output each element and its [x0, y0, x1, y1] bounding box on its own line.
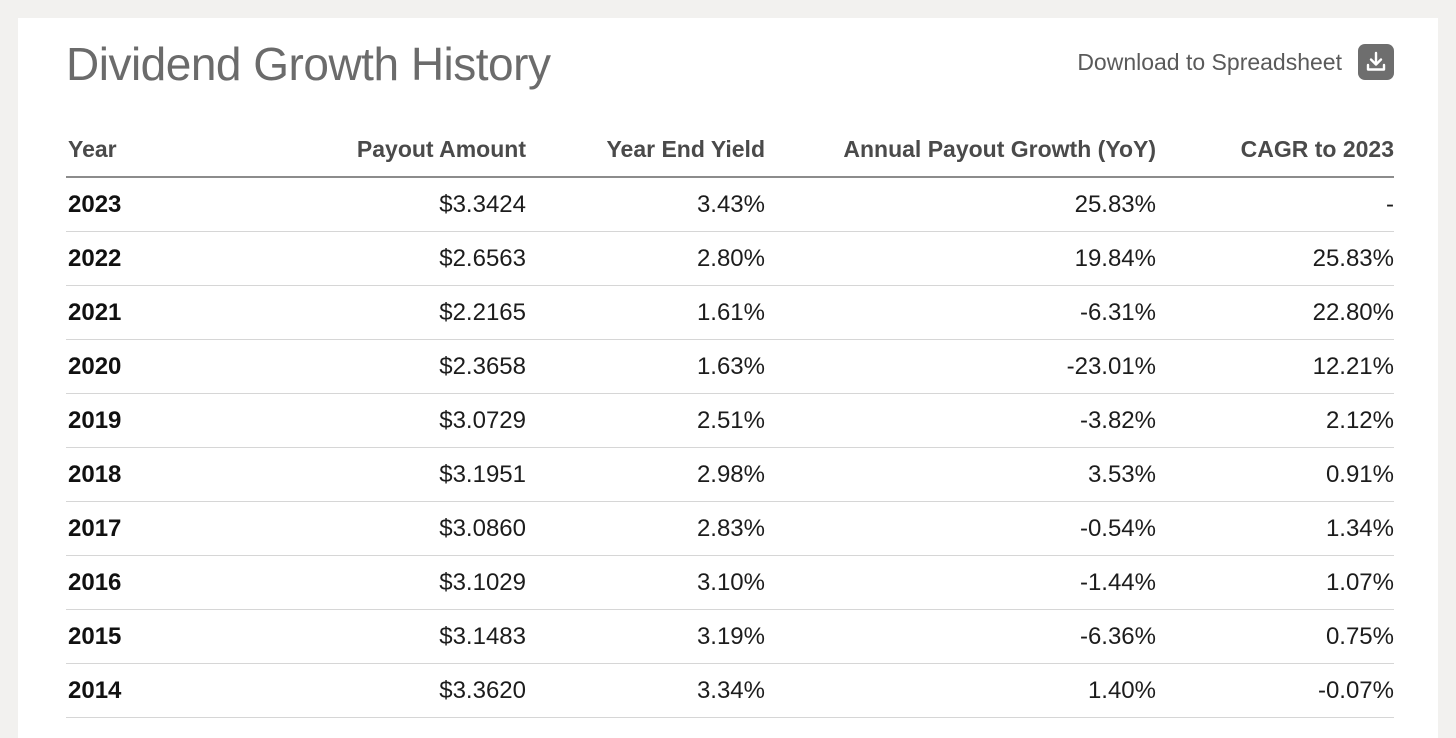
- cell-payout: $2.6563: [246, 231, 526, 286]
- cell-growth: -0.54%: [765, 501, 1156, 556]
- download-spreadsheet-button[interactable]: Download to Spreadsheet: [1077, 44, 1394, 80]
- cell-growth: -6.36%: [765, 609, 1156, 664]
- cell-cagr: 1.34%: [1156, 501, 1394, 556]
- table-row: 2023 $3.3424 3.43% 25.83% -: [66, 177, 1394, 232]
- cell-payout: $2.2165: [246, 285, 526, 340]
- cell-cagr: 12.21%: [1156, 339, 1394, 394]
- cell-yield: 1.63%: [526, 339, 765, 394]
- column-header-cagr[interactable]: CAGR to 2023: [1156, 122, 1394, 178]
- download-icon[interactable]: [1358, 44, 1394, 80]
- column-header-year[interactable]: Year: [66, 122, 246, 178]
- cell-growth: -6.31%: [765, 285, 1156, 340]
- cell-cagr: 2.12%: [1156, 393, 1394, 448]
- cell-growth: -3.82%: [765, 393, 1156, 448]
- cell-cagr: -: [1156, 177, 1394, 232]
- cell-cagr: 25.83%: [1156, 231, 1394, 286]
- cell-payout: $2.3658: [246, 339, 526, 394]
- cell-payout: $3.1483: [246, 609, 526, 664]
- cell-year: 2014: [66, 663, 246, 718]
- cell-cagr: -0.07%: [1156, 663, 1394, 718]
- cell-yield: 2.80%: [526, 231, 765, 286]
- table-row: 2018 $3.1951 2.98% 3.53% 0.91%: [66, 447, 1394, 502]
- column-header-payout[interactable]: Payout Amount: [246, 122, 526, 178]
- column-header-growth[interactable]: Annual Payout Growth (YoY): [765, 122, 1156, 178]
- cell-year: 2023: [66, 177, 246, 232]
- cell-year: 2022: [66, 231, 246, 286]
- cell-growth: -23.01%: [765, 339, 1156, 394]
- table-header-row: Year Payout Amount Year End Yield Annual…: [66, 122, 1394, 178]
- dividend-table: Year Payout Amount Year End Yield Annual…: [66, 122, 1394, 718]
- cell-yield: 3.34%: [526, 663, 765, 718]
- cell-yield: 1.61%: [526, 285, 765, 340]
- dividend-history-card: Dividend Growth History Download to Spre…: [18, 18, 1438, 738]
- cell-growth: 3.53%: [765, 447, 1156, 502]
- cell-payout: $3.3620: [246, 663, 526, 718]
- cell-yield: 2.83%: [526, 501, 765, 556]
- cell-yield: 3.10%: [526, 555, 765, 610]
- cell-cagr: 22.80%: [1156, 285, 1394, 340]
- cell-year: 2021: [66, 285, 246, 340]
- table-row: 2019 $3.0729 2.51% -3.82% 2.12%: [66, 393, 1394, 448]
- column-header-yield[interactable]: Year End Yield: [526, 122, 765, 178]
- cell-yield: 2.98%: [526, 447, 765, 502]
- cell-payout: $3.1951: [246, 447, 526, 502]
- cell-payout: $3.0860: [246, 501, 526, 556]
- cell-payout: $3.0729: [246, 393, 526, 448]
- cell-year: 2015: [66, 609, 246, 664]
- cell-payout: $3.3424: [246, 177, 526, 232]
- cell-growth: 25.83%: [765, 177, 1156, 232]
- table-row: 2017 $3.0860 2.83% -0.54% 1.34%: [66, 501, 1394, 556]
- cell-growth: 19.84%: [765, 231, 1156, 286]
- cell-payout: $3.1029: [246, 555, 526, 610]
- cell-year: 2018: [66, 447, 246, 502]
- cell-yield: 3.19%: [526, 609, 765, 664]
- table-row: 2014 $3.3620 3.34% 1.40% -0.07%: [66, 663, 1394, 718]
- page-title: Dividend Growth History: [66, 38, 551, 90]
- table-row: 2021 $2.2165 1.61% -6.31% 22.80%: [66, 285, 1394, 340]
- download-label: Download to Spreadsheet: [1077, 48, 1342, 75]
- table-row: 2015 $3.1483 3.19% -6.36% 0.75%: [66, 609, 1394, 664]
- cell-year: 2020: [66, 339, 246, 394]
- table-row: 2020 $2.3658 1.63% -23.01% 12.21%: [66, 339, 1394, 394]
- cell-cagr: 1.07%: [1156, 555, 1394, 610]
- cell-year: 2017: [66, 501, 246, 556]
- table-row: 2016 $3.1029 3.10% -1.44% 1.07%: [66, 555, 1394, 610]
- cell-growth: -1.44%: [765, 555, 1156, 610]
- cell-year: 2016: [66, 555, 246, 610]
- cell-cagr: 0.75%: [1156, 609, 1394, 664]
- cell-yield: 2.51%: [526, 393, 765, 448]
- cell-year: 2019: [66, 393, 246, 448]
- cell-yield: 3.43%: [526, 177, 765, 232]
- cell-cagr: 0.91%: [1156, 447, 1394, 502]
- cell-growth: 1.40%: [765, 663, 1156, 718]
- table-row: 2022 $2.6563 2.80% 19.84% 25.83%: [66, 231, 1394, 286]
